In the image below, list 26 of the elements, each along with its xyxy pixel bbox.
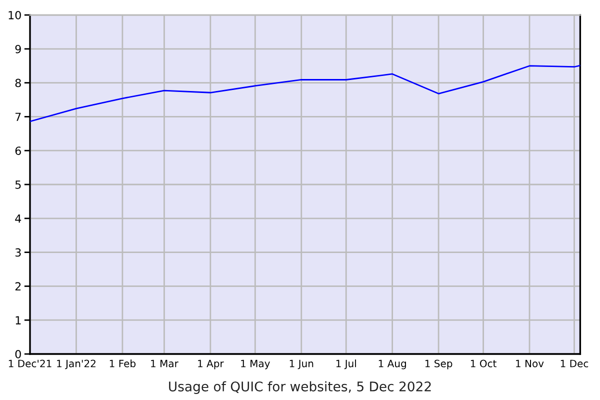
y-tick-label: 1: [16, 316, 21, 324]
x-tick-label: 1 May: [241, 360, 270, 370]
text: Usage of QUIC for websites, 5 Dec 2022: [169, 381, 431, 394]
x-tick-label: 1 Dec: [560, 360, 588, 368]
x-tick-label: 1 Nov: [516, 360, 544, 368]
y-tick-label: 2: [15, 282, 21, 290]
line-series: [30, 64, 580, 122]
x-tick-label: 1 Feb: [110, 360, 136, 368]
y-tick-label: 10: [8, 10, 21, 20]
x-tick-label: 1 Dec'21: [8, 360, 52, 368]
y-tick-label: 8: [15, 78, 21, 88]
y-tick-label: 3: [15, 248, 21, 257]
x-tick-label: 1 Apr: [198, 360, 224, 370]
y-tick-label: 4: [15, 214, 22, 223]
y-tick-label: 5: [15, 180, 21, 189]
y-tick-label: 0: [15, 350, 21, 358]
y-tick-label: 7: [16, 112, 21, 121]
y-tick-label: 9: [15, 44, 21, 54]
x-tick-label: 1 Jun: [290, 360, 314, 370]
x-tick-label: 1 Jul: [336, 360, 356, 370]
x-tick-label: 1 Sep: [425, 360, 452, 370]
x-tick-label: 1 Mar: [151, 360, 178, 368]
x-tick-label: 1 Aug: [378, 360, 406, 370]
x-tick-label: 1 Jan'22: [57, 360, 96, 370]
y-tick-label: 6: [15, 146, 21, 155]
x-tick-label: 1 Oct: [470, 360, 496, 368]
